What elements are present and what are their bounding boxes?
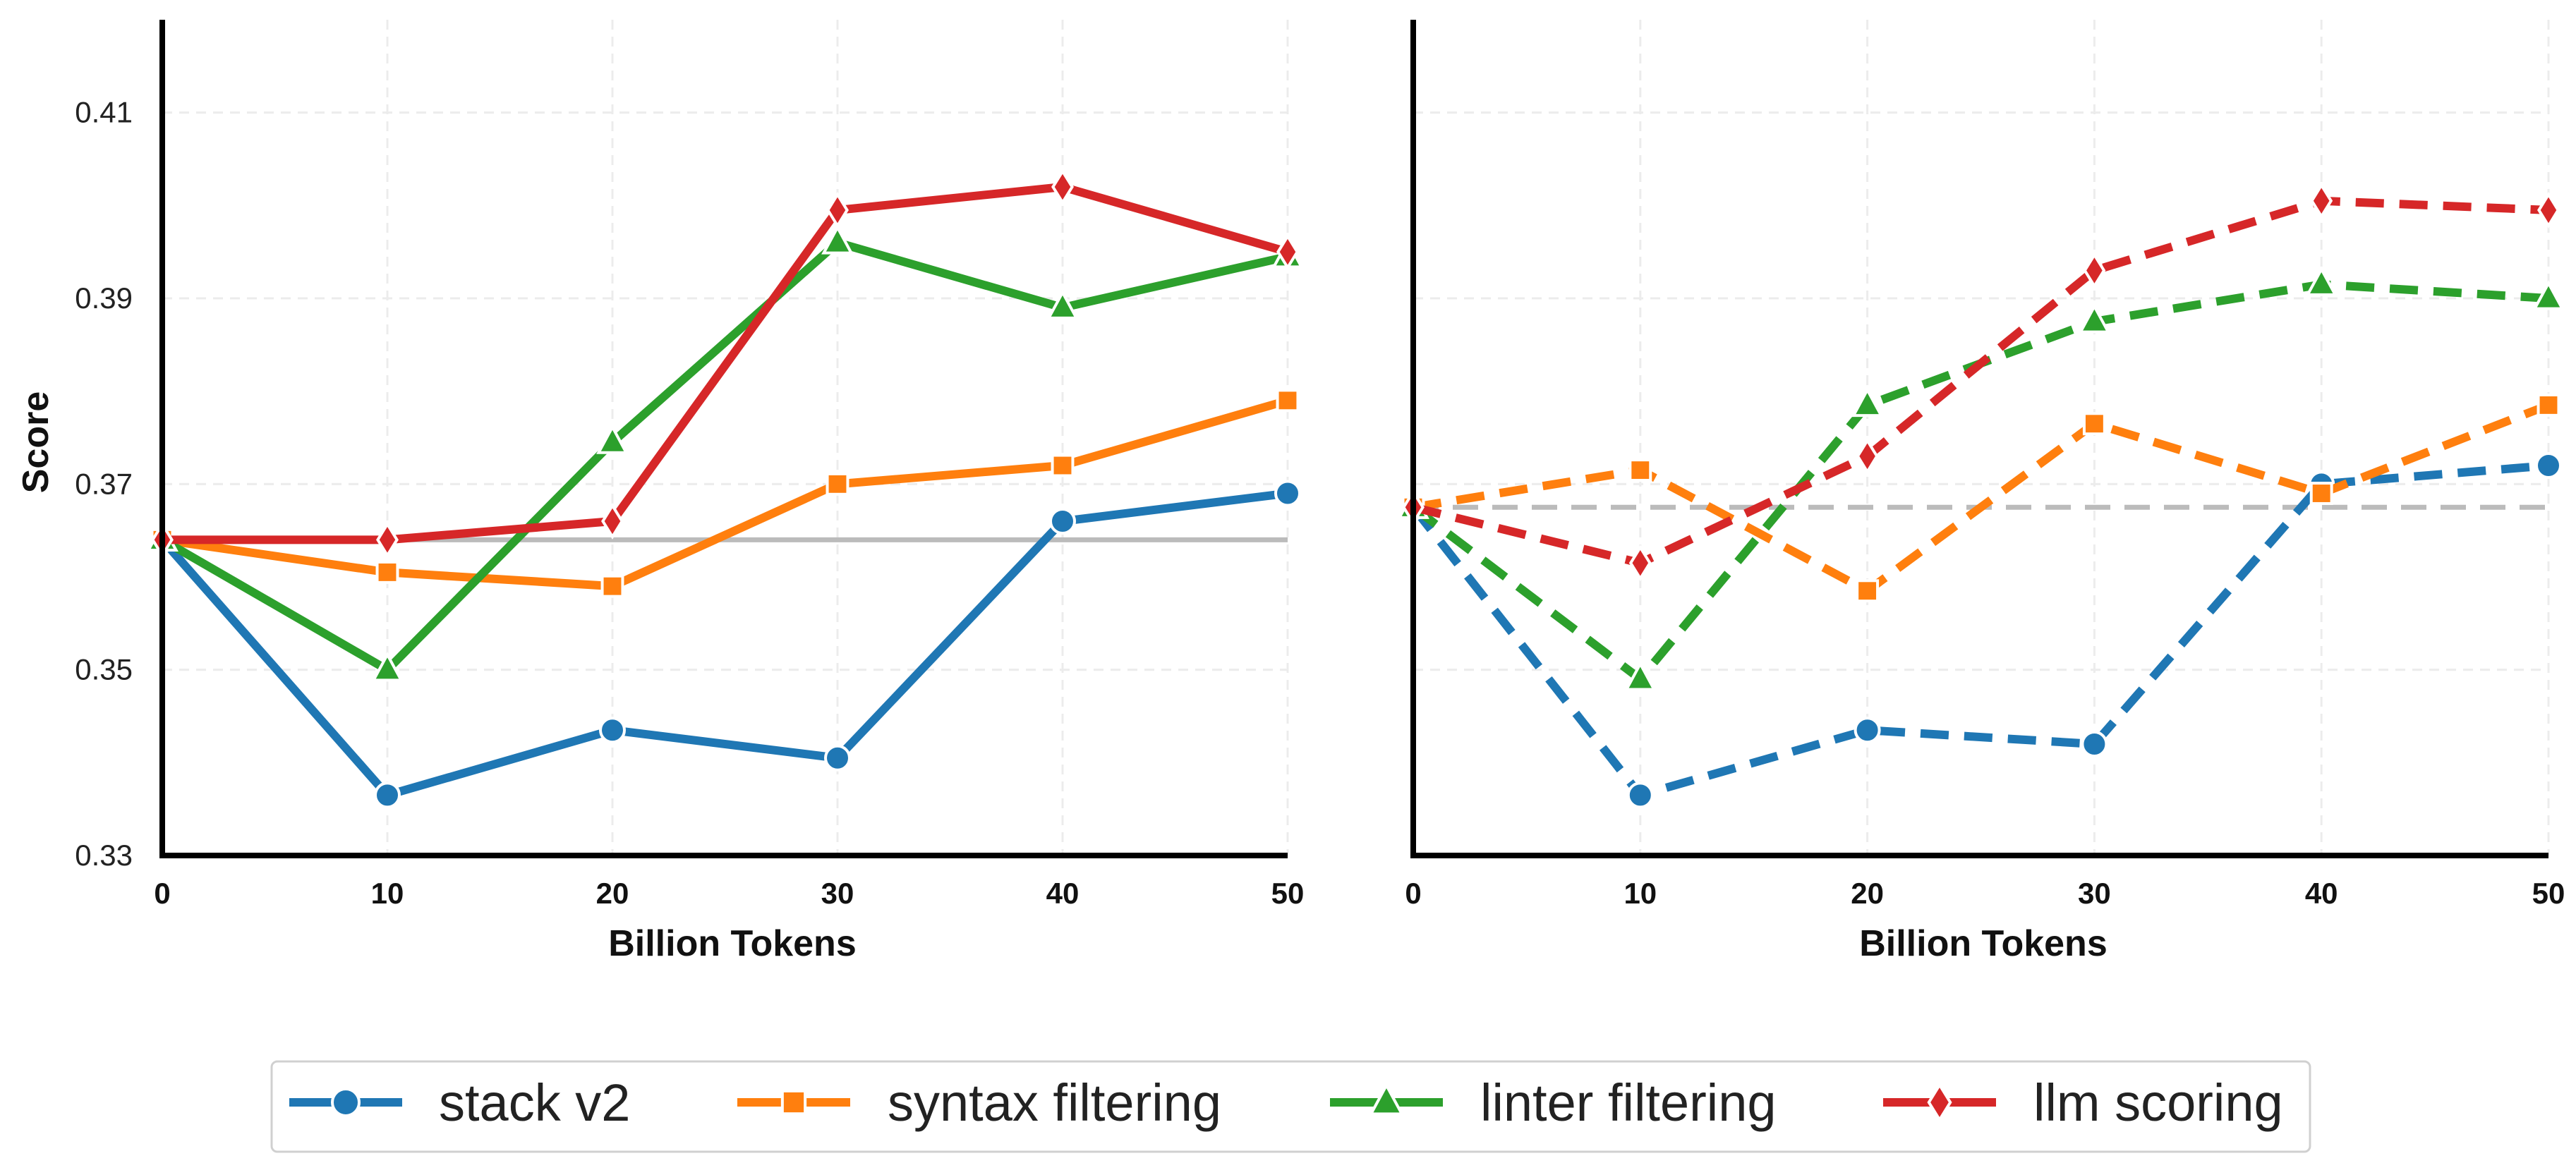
left-syntax-filtering-point-40	[1051, 453, 1075, 477]
left-llm-scoring-point-50	[1276, 233, 1299, 271]
left-syntax-filtering-point-30	[826, 472, 849, 496]
legend-stack-v2-label: stack v2	[439, 1073, 630, 1132]
right-xtick-0: 0	[1405, 877, 1421, 910]
right-linter-filtering-point-20	[1851, 386, 1884, 418]
right-llm-scoring-point-20	[1856, 437, 1879, 475]
right-xtick-10: 10	[1623, 877, 1657, 910]
legend-llm-scoring-label: llm scoring	[2033, 1073, 2283, 1132]
legend-syntax-filtering-label: syntax filtering	[888, 1073, 1221, 1132]
left-ytick-0.41: 0.41	[75, 96, 133, 129]
right-xtick-40: 40	[2305, 877, 2338, 910]
right-series-syntax-filtering-line	[1413, 401, 2551, 595]
right-syntax-filtering-point-10	[1628, 458, 1652, 482]
left-stack-v2-point-20	[599, 717, 626, 744]
right-syntax-filtering-point-50	[2536, 393, 2560, 417]
left-xtick-30: 30	[821, 877, 854, 910]
right-panel: 0 10 20 30 40 50 Billion Tokens	[1397, 20, 2565, 964]
left-stack-v2-point-10	[374, 781, 401, 809]
right-xlabel: Billion Tokens	[1859, 923, 2108, 964]
right-xtick-50: 50	[2532, 877, 2565, 910]
left-ytick-0.39: 0.39	[75, 281, 133, 315]
left-llm-scoring-point-10	[376, 521, 399, 559]
right-llm-scoring-point-10	[1628, 544, 1652, 582]
left-syntax-filtering-point-20	[600, 574, 624, 598]
left-series-linter-filtering-line	[159, 238, 1289, 674]
right-stack-v2-point-30	[2081, 731, 2108, 757]
left-ylabel: Score	[16, 391, 56, 494]
left-llm-scoring-point-40	[1051, 169, 1074, 205]
left-series-syntax-filtering-line	[162, 396, 1289, 591]
left-ytick-0.37: 0.37	[75, 467, 133, 500]
right-syntax-filtering-point-20	[1856, 579, 1880, 603]
legend-llm-scoring-marker	[1927, 1082, 1952, 1123]
left-stack-v2-point-30	[824, 744, 851, 772]
right-series-stack-v2-line	[1410, 461, 2549, 800]
right-syntax-filtering-point-40	[2309, 482, 2333, 505]
right-linter-filtering-point-10	[1623, 661, 1657, 691]
left-syntax-filtering-point-10	[375, 560, 399, 584]
left-ytick-0.33: 0.33	[75, 839, 133, 872]
left-xtick-40: 40	[1046, 877, 1080, 910]
left-xtick-50: 50	[1271, 877, 1305, 910]
right-llm-scoring-point-30	[2083, 252, 2106, 289]
left-xtick-20: 20	[596, 877, 629, 910]
left-ytick-0.35: 0.35	[75, 653, 133, 686]
right-stack-v2-point-50	[2535, 452, 2562, 479]
left-linter-filtering-point-40	[1046, 289, 1079, 319]
left-linter-filtering-point-10	[371, 651, 404, 682]
left-llm-scoring-point-20	[601, 503, 624, 540]
left-xtick-10: 10	[371, 877, 404, 910]
right-llm-scoring-point-40	[2310, 182, 2333, 219]
left-series-llm-scoring-line	[162, 183, 1289, 544]
left-xlabel: Billion Tokens	[608, 923, 857, 964]
left-stack-v2-point-50	[1274, 480, 1301, 507]
legend-syntax-filtering-marker	[780, 1089, 807, 1116]
right-xtick-20: 20	[1851, 877, 1884, 910]
left-xtick-0: 0	[154, 877, 170, 910]
right-stack-v2-point-10	[1626, 781, 1654, 809]
legend-linter-filtering-label: linter filtering	[1480, 1073, 1777, 1132]
left-series-stack-v2-line	[159, 489, 1288, 800]
right-linter-filtering-point-40	[2305, 266, 2338, 296]
right-series-llm-scoring-line	[1412, 196, 2549, 568]
left-syntax-filtering-point-50	[1276, 389, 1300, 413]
right-linter-filtering-point-50	[2532, 280, 2565, 310]
right-llm-scoring-point-50	[2537, 192, 2560, 229]
right-linter-filtering-point-30	[2078, 303, 2111, 334]
right-xtick-30: 30	[2078, 877, 2111, 910]
left-panel: 0 10 20 30 40 50 0.33 0.35 0.37 0.39 0.41 Billion …	[16, 20, 1304, 964]
right-syntax-filtering-point-30	[2082, 412, 2106, 436]
left-stack-v2-point-40	[1049, 508, 1076, 535]
legend-linter-filtering-marker	[1368, 1082, 1405, 1116]
right-stack-v2-point-20	[1854, 717, 1881, 744]
left-linter-filtering-point-30	[821, 224, 854, 255]
legend-frame	[270, 1060, 2311, 1153]
left-linter-filtering-point-20	[596, 424, 629, 454]
legend: stack v2 syntax filtering linter filtering…	[270, 1060, 2311, 1153]
legend-stack-v2-marker	[331, 1088, 361, 1117]
left-llm-scoring-point-30	[826, 192, 849, 229]
